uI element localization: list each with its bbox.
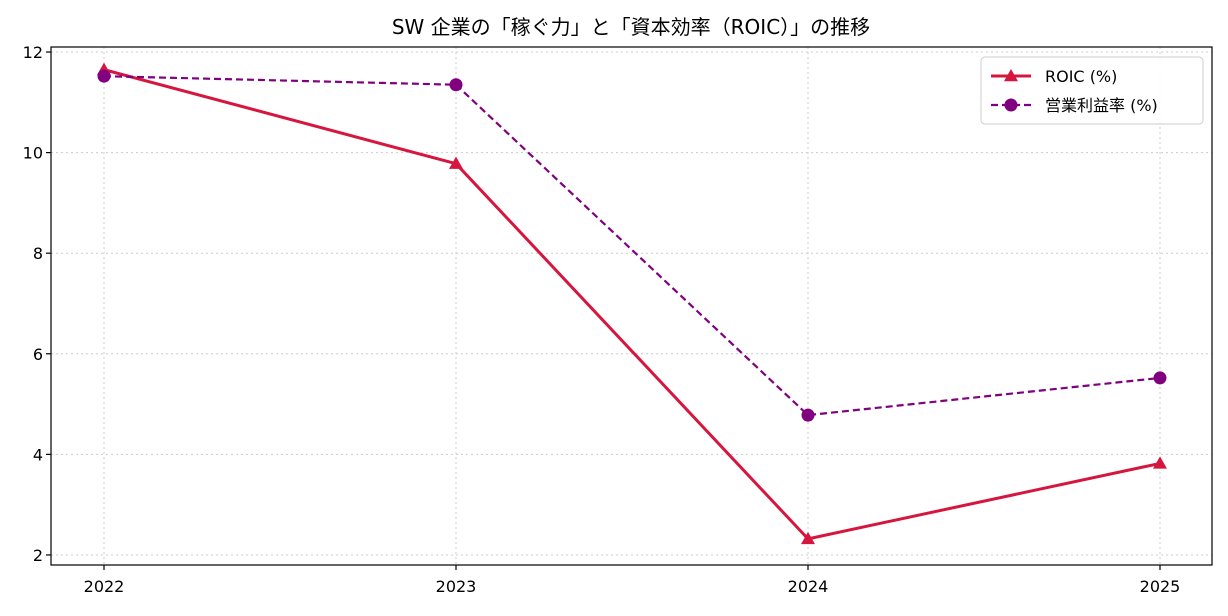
data-point — [97, 69, 111, 83]
chart-title: SW 企業の「稼ぐ力」と「資本効率（ROIC）」の推移 — [392, 15, 870, 39]
y-tick-label: 6 — [33, 345, 43, 364]
y-tick-label: 2 — [33, 546, 43, 565]
legend-box — [980, 56, 1204, 125]
legend-swatch-marker — [1004, 69, 1018, 82]
y-tick-label: 4 — [33, 445, 43, 464]
data-point — [449, 156, 463, 169]
legend-swatch-marker — [1004, 98, 1018, 112]
x-tick-label: 2024 — [788, 577, 829, 596]
plot-frame — [50, 46, 1213, 566]
legend-label: 営業利益率 (%) — [1045, 96, 1158, 115]
grid — [51, 47, 1212, 565]
series-layer — [97, 62, 1167, 545]
x-tick-label: 2022 — [84, 577, 125, 596]
data-point — [801, 408, 815, 422]
series-line — [103, 68, 1161, 541]
data-point — [1153, 371, 1167, 385]
series-0 — [97, 62, 1167, 545]
data-point — [801, 531, 815, 545]
y-tick-label: 8 — [33, 244, 43, 263]
axis-ticks: 2022 2023 2024 2025 2 4 6 8 10 12 — [23, 43, 1181, 596]
series-line — [103, 75, 1161, 417]
data-point — [449, 78, 463, 92]
y-tick-label: 10 — [23, 144, 43, 163]
data-point — [1153, 456, 1167, 469]
x-tick-label: 2023 — [436, 577, 477, 596]
x-tick-label: 2025 — [1140, 577, 1181, 596]
series-1 — [97, 69, 1167, 422]
y-tick-label: 12 — [23, 43, 43, 62]
legend-label: ROIC (%) — [1045, 67, 1117, 86]
legend: ROIC (%) 営業利益率 (%) — [980, 56, 1204, 125]
